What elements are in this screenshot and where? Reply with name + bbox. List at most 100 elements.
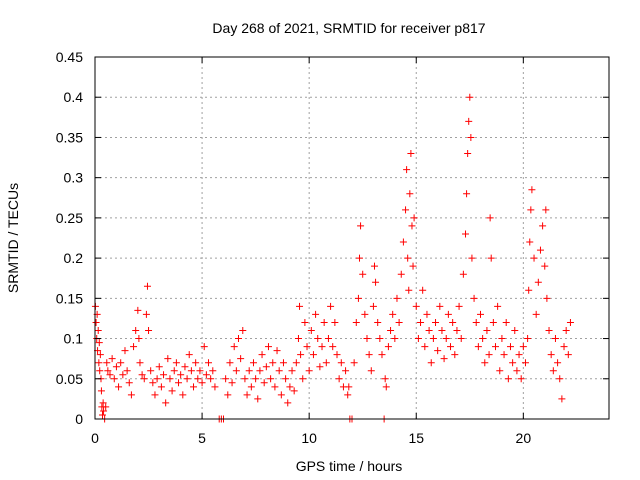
data-point: [100, 407, 108, 415]
data-point: [534, 278, 542, 286]
data-point: [530, 254, 538, 262]
data-point: [467, 133, 475, 141]
data-point: [247, 383, 255, 391]
data-point: [322, 359, 330, 367]
data-point: [125, 379, 133, 387]
data-point: [352, 318, 360, 326]
data-point: [536, 246, 544, 254]
data-point: [342, 367, 350, 375]
data-point: [527, 206, 535, 214]
data-point: [135, 335, 143, 343]
data-point: [515, 351, 523, 359]
data-point: [183, 375, 191, 383]
data-point: [556, 375, 564, 383]
data-point: [286, 383, 294, 391]
data-point: [434, 347, 442, 355]
data-point: [440, 355, 448, 363]
data-point: [528, 186, 536, 194]
data-point: [498, 335, 506, 343]
data-point: [95, 359, 103, 367]
data-point: [517, 375, 525, 383]
data-point: [369, 302, 377, 310]
data-point: [192, 359, 200, 367]
data-point: [312, 310, 320, 318]
data-point: [187, 367, 195, 375]
data-point: [222, 375, 230, 383]
data-point: [447, 343, 455, 351]
data-point: [138, 371, 146, 379]
data-point: [307, 327, 315, 335]
data-point: [239, 327, 247, 335]
data-point: [324, 335, 332, 343]
data-point: [157, 383, 165, 391]
data-point: [363, 335, 371, 343]
y-tick-label: 0.1: [64, 331, 84, 347]
x-tick-label: 15: [408, 430, 424, 446]
data-point: [108, 355, 116, 363]
data-point: [387, 327, 395, 335]
data-point: [354, 294, 362, 302]
data-point: [166, 375, 174, 383]
data-point: [496, 367, 504, 375]
data-point: [185, 351, 193, 359]
data-point: [511, 327, 519, 335]
data-point: [547, 351, 555, 359]
data-point: [145, 327, 153, 335]
data-point: [136, 359, 144, 367]
data-point: [449, 318, 457, 326]
data-point: [149, 379, 157, 387]
data-point: [442, 335, 450, 343]
data-point: [249, 359, 257, 367]
data-point: [345, 383, 353, 391]
data-point: [318, 343, 326, 351]
data-point: [333, 351, 341, 359]
plot-frame: [94, 56, 610, 420]
data-point: [190, 383, 198, 391]
data-point: [432, 318, 440, 326]
data-point: [96, 351, 104, 359]
data-point: [465, 117, 473, 125]
data-point: [459, 270, 467, 278]
data-point: [521, 359, 529, 367]
y-tick-label: 0.15: [56, 290, 83, 306]
data-point: [479, 335, 487, 343]
data-point: [370, 262, 378, 270]
data-point: [94, 327, 102, 335]
data-point: [168, 387, 176, 395]
data-point: [252, 375, 260, 383]
y-axis-title: SRMTID / TECUs: [5, 183, 21, 293]
data-point: [243, 391, 251, 399]
data-point: [260, 379, 268, 387]
data-point: [245, 367, 253, 375]
data-point: [539, 222, 547, 230]
data-point: [451, 351, 459, 359]
data-point: [103, 359, 111, 367]
data-point: [417, 318, 425, 326]
data-point: [127, 391, 135, 399]
data-point: [425, 327, 433, 335]
data-point: [271, 383, 279, 391]
data-point: [198, 379, 206, 387]
data-point: [117, 359, 125, 367]
data-point: [297, 351, 305, 359]
data-point: [470, 294, 478, 302]
data-point: [329, 343, 337, 351]
data-point: [376, 335, 384, 343]
data-point: [196, 367, 204, 375]
data-point: [455, 302, 463, 310]
data-point: [409, 262, 417, 270]
data-point: [99, 399, 107, 407]
data-point: [524, 335, 532, 343]
data-point: [143, 282, 151, 290]
data-point: [112, 363, 120, 371]
data-point: [504, 375, 512, 383]
data-point: [378, 351, 386, 359]
data-point: [405, 286, 413, 294]
data-point: [294, 335, 302, 343]
data-point: [491, 343, 499, 351]
data-point: [170, 367, 178, 375]
data-point: [96, 367, 104, 375]
x-tick-label: 20: [516, 430, 532, 446]
data-point: [316, 363, 324, 371]
